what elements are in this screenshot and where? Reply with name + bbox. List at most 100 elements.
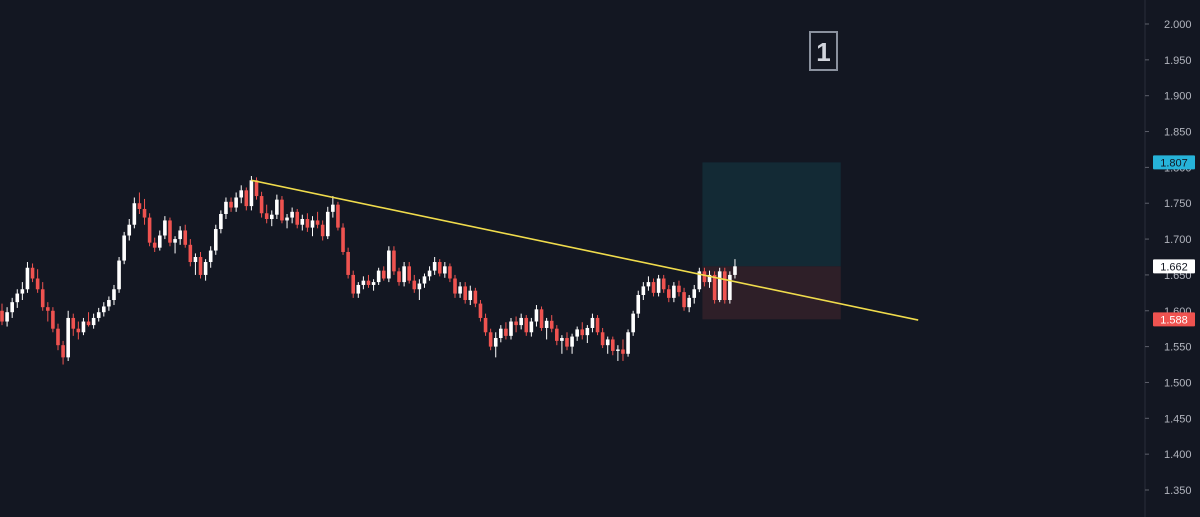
candle bbox=[46, 302, 50, 322]
candle-body bbox=[677, 285, 681, 293]
candle bbox=[392, 246, 396, 275]
current-price-tag: 1.662 bbox=[1153, 259, 1195, 274]
candle-body bbox=[224, 201, 228, 214]
candle bbox=[0, 303, 4, 326]
candle bbox=[600, 327, 605, 349]
candle bbox=[264, 204, 269, 224]
candle-body bbox=[66, 317, 70, 358]
candlestick-series bbox=[0, 175, 737, 365]
candle bbox=[402, 262, 406, 287]
candle bbox=[590, 313, 595, 333]
candle-body bbox=[336, 204, 340, 228]
candle-body bbox=[661, 278, 666, 290]
candle-body bbox=[473, 290, 478, 304]
candle-body bbox=[504, 328, 508, 336]
candle bbox=[142, 198, 147, 225]
candle-body bbox=[483, 317, 488, 333]
candle bbox=[422, 273, 427, 288]
candle bbox=[219, 210, 223, 234]
candle bbox=[651, 278, 656, 297]
candle bbox=[66, 310, 70, 361]
candle-body bbox=[392, 250, 396, 272]
candle-body bbox=[234, 197, 238, 208]
candle bbox=[208, 246, 213, 268]
candle bbox=[560, 335, 564, 354]
candle bbox=[722, 267, 727, 304]
candle-body bbox=[163, 220, 167, 236]
candle-body bbox=[132, 203, 137, 225]
candle bbox=[325, 206, 330, 240]
candle bbox=[397, 267, 401, 286]
marker-box bbox=[809, 31, 838, 71]
candle bbox=[595, 315, 600, 336]
candle-body bbox=[86, 321, 91, 326]
candle bbox=[290, 207, 294, 224]
candle-body bbox=[46, 307, 50, 311]
price-tag-box bbox=[1153, 155, 1195, 170]
axis-tick-label: 1.700 bbox=[1164, 234, 1192, 246]
axis-tick-label: 2.000 bbox=[1164, 19, 1192, 31]
candle bbox=[707, 270, 712, 288]
trendline[interactable] bbox=[251, 179, 919, 321]
candle-body bbox=[269, 214, 274, 220]
candle bbox=[534, 305, 539, 327]
candle bbox=[580, 322, 585, 340]
candle-body bbox=[229, 201, 233, 208]
candle-body bbox=[427, 270, 432, 277]
candle bbox=[427, 266, 432, 281]
candle bbox=[712, 271, 717, 304]
candle-body bbox=[733, 266, 737, 275]
candle-body bbox=[264, 213, 269, 220]
price-tag-label: 1.662 bbox=[1160, 261, 1188, 273]
candle bbox=[15, 289, 20, 308]
chart-marker[interactable]: 1 bbox=[809, 31, 838, 71]
candle bbox=[127, 219, 132, 241]
candle-body bbox=[178, 230, 182, 240]
candle bbox=[468, 285, 473, 306]
candle bbox=[636, 290, 641, 318]
candle bbox=[621, 339, 625, 361]
candle bbox=[432, 257, 437, 275]
candle-body bbox=[529, 321, 534, 333]
stop-price-tag: 1.588 bbox=[1153, 312, 1195, 327]
candle bbox=[137, 192, 142, 214]
candle bbox=[702, 267, 707, 287]
candle-body bbox=[239, 190, 244, 198]
axis-tick-label: 1.350 bbox=[1164, 485, 1192, 497]
price-tag-label: 1.807 bbox=[1160, 157, 1188, 169]
candle-body bbox=[407, 266, 411, 281]
candle-body bbox=[605, 339, 610, 346]
candle-body bbox=[102, 306, 106, 313]
candle bbox=[443, 262, 447, 278]
candle-body bbox=[468, 290, 473, 301]
candle bbox=[61, 340, 65, 365]
candle-body bbox=[717, 271, 722, 301]
candle bbox=[697, 267, 702, 293]
candle bbox=[193, 253, 198, 275]
target-zone[interactable] bbox=[702, 162, 841, 267]
candle bbox=[320, 220, 325, 241]
candle bbox=[641, 282, 646, 301]
candle-body bbox=[453, 278, 457, 294]
candle-body bbox=[366, 280, 371, 285]
candle-body bbox=[356, 284, 361, 294]
candle-body bbox=[325, 211, 330, 237]
axis-tick-label: 1.500 bbox=[1164, 377, 1192, 389]
candle bbox=[549, 315, 554, 333]
candle-body bbox=[137, 203, 142, 209]
candle-body bbox=[168, 220, 172, 243]
candle-body bbox=[631, 313, 635, 333]
candle bbox=[437, 259, 442, 277]
candle-body bbox=[519, 317, 523, 326]
candle-body bbox=[448, 266, 452, 279]
candle-body bbox=[616, 349, 620, 351]
candle bbox=[493, 332, 498, 358]
candle bbox=[661, 274, 666, 293]
candle bbox=[692, 284, 697, 304]
candle bbox=[626, 329, 630, 357]
candle-body bbox=[412, 280, 417, 290]
candle bbox=[107, 296, 111, 311]
candle-body bbox=[208, 250, 213, 263]
candle-body bbox=[183, 230, 188, 245]
